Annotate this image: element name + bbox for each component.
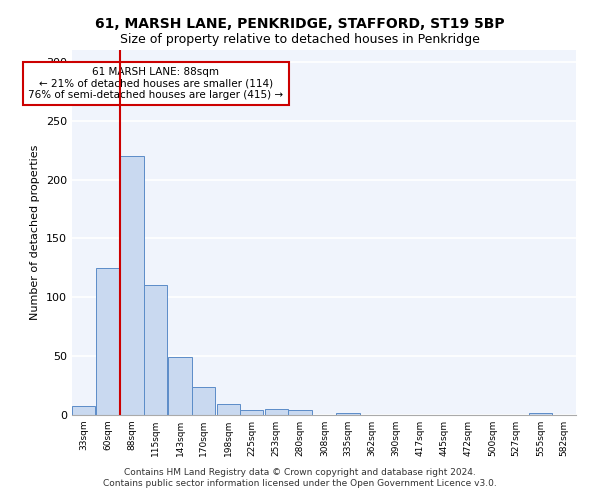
Bar	[265, 409, 288, 415]
Text: Contains HM Land Registry data © Crown copyright and database right 2024.
Contai: Contains HM Land Registry data © Crown c…	[103, 468, 497, 487]
Bar	[337, 412, 359, 415]
Bar	[96, 268, 119, 415]
Text: 61 MARSH LANE: 88sqm
← 21% of detached houses are smaller (114)
76% of semi-deta: 61 MARSH LANE: 88sqm ← 21% of detached h…	[28, 67, 284, 100]
Text: Size of property relative to detached houses in Penkridge: Size of property relative to detached ho…	[120, 32, 480, 46]
Bar	[529, 412, 552, 415]
Text: 61, MARSH LANE, PENKRIDGE, STAFFORD, ST19 5BP: 61, MARSH LANE, PENKRIDGE, STAFFORD, ST1…	[95, 18, 505, 32]
Bar	[121, 156, 143, 415]
Bar	[72, 406, 95, 415]
Bar	[169, 358, 191, 415]
Y-axis label: Number of detached properties: Number of detached properties	[31, 145, 40, 320]
Bar	[192, 386, 215, 415]
Bar	[144, 286, 167, 415]
Bar	[289, 410, 311, 415]
Bar	[217, 404, 240, 415]
Bar	[240, 410, 263, 415]
